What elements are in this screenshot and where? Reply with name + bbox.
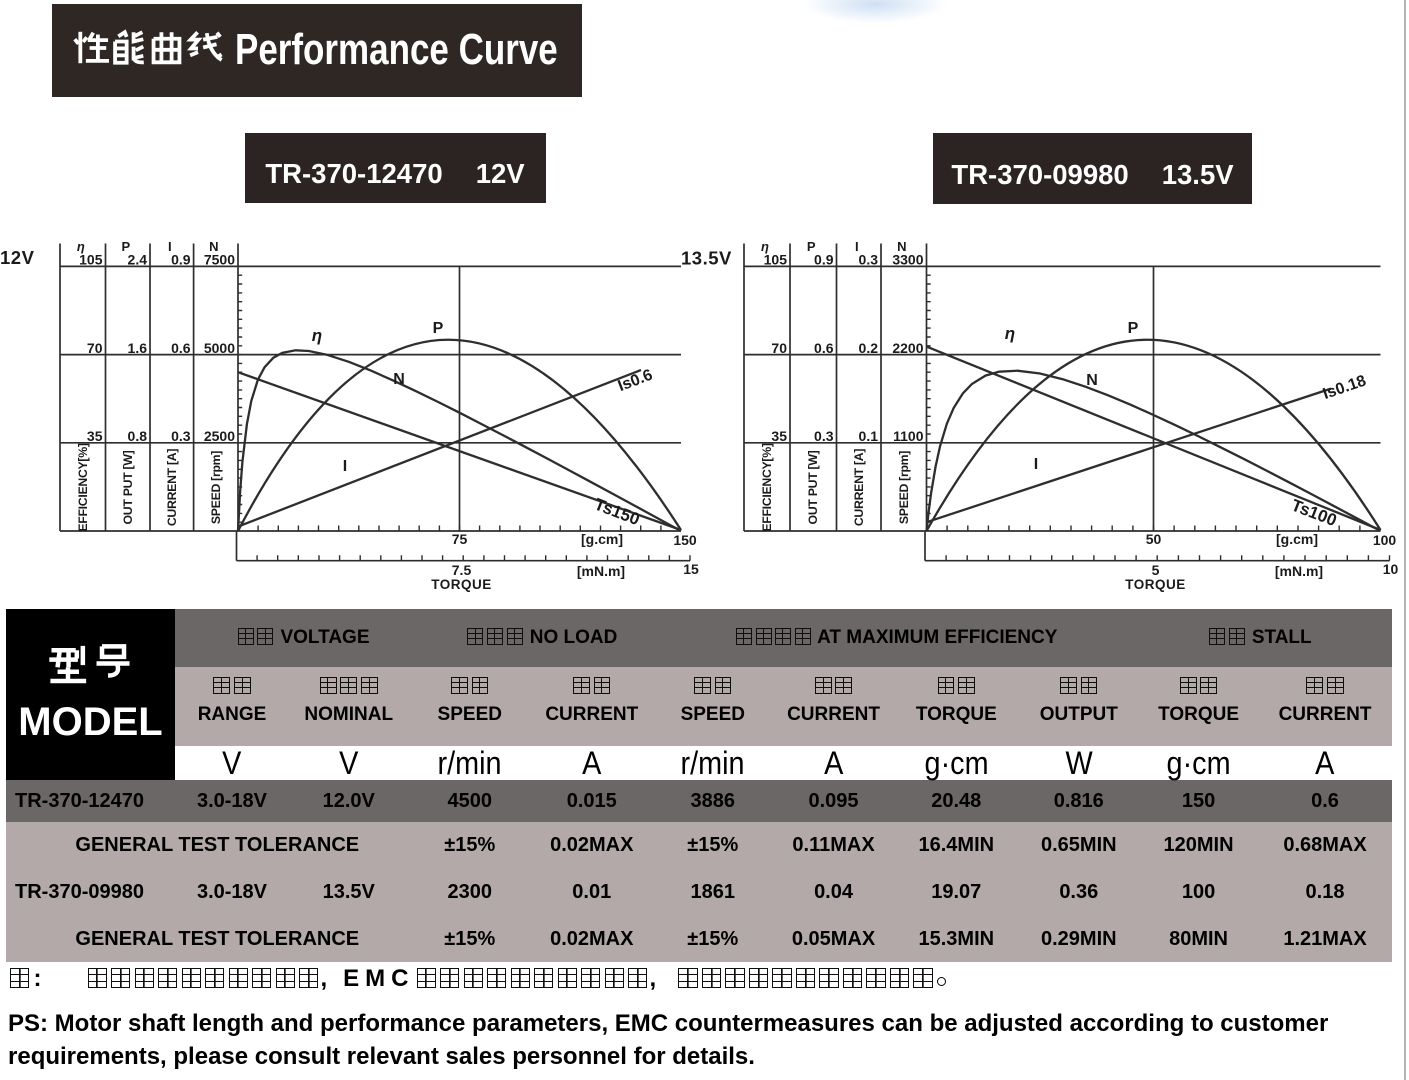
svg-text:P: P bbox=[807, 239, 816, 254]
svg-text:1100: 1100 bbox=[893, 428, 924, 444]
svg-text:0.9: 0.9 bbox=[171, 252, 191, 268]
svg-text:105: 105 bbox=[764, 252, 788, 268]
svg-text:SPEED [rpm]: SPEED [rpm] bbox=[209, 451, 223, 524]
svg-text:100: 100 bbox=[1373, 532, 1397, 548]
svg-text:I: I bbox=[855, 239, 859, 254]
svg-text:12V: 12V bbox=[0, 247, 35, 268]
svg-text:[g.cm]: [g.cm] bbox=[581, 531, 623, 547]
svg-text:35: 35 bbox=[771, 428, 787, 444]
svg-text:OUT PUT [W]: OUT PUT [W] bbox=[121, 450, 135, 524]
svg-text:I: I bbox=[1034, 456, 1038, 473]
svg-text:EFFICIENCY[%]: EFFICIENCY[%] bbox=[76, 443, 90, 532]
svg-text:150: 150 bbox=[673, 532, 697, 548]
svg-text:50: 50 bbox=[1146, 531, 1162, 547]
svg-text:TORQUE: TORQUE bbox=[431, 577, 492, 592]
svg-text:3300: 3300 bbox=[892, 252, 923, 268]
svg-text:Ts100: Ts100 bbox=[1289, 496, 1340, 531]
svg-text:15: 15 bbox=[683, 561, 699, 577]
svg-text:10: 10 bbox=[1383, 561, 1399, 577]
svg-text:[mN.m]: [mN.m] bbox=[577, 563, 625, 579]
svg-text:Is0.6: Is0.6 bbox=[616, 366, 655, 395]
svg-text:0.1: 0.1 bbox=[859, 428, 879, 444]
svg-text:CURRENT [A]: CURRENT [A] bbox=[852, 449, 866, 527]
svg-text:7.5: 7.5 bbox=[452, 562, 472, 578]
svg-text:105: 105 bbox=[79, 252, 103, 268]
svg-text:2200: 2200 bbox=[892, 340, 923, 356]
svg-text:OUT PUT [W]: OUT PUT [W] bbox=[806, 450, 820, 524]
svg-text:CURRENT [A]: CURRENT [A] bbox=[165, 449, 179, 527]
svg-text:75: 75 bbox=[452, 531, 468, 547]
svg-text:0.3: 0.3 bbox=[859, 252, 879, 268]
svg-text:[g.cm]: [g.cm] bbox=[1276, 531, 1318, 547]
svg-text:P: P bbox=[433, 320, 444, 337]
svg-text:0.3: 0.3 bbox=[171, 428, 191, 444]
svg-text:5000: 5000 bbox=[204, 340, 235, 356]
svg-text:0.6: 0.6 bbox=[814, 340, 834, 356]
svg-text:I: I bbox=[343, 458, 347, 475]
svg-text:0.2: 0.2 bbox=[859, 340, 879, 356]
svg-text:1.6: 1.6 bbox=[128, 340, 148, 356]
svg-text:N: N bbox=[393, 371, 405, 388]
svg-text:0.8: 0.8 bbox=[128, 428, 148, 444]
svg-text:0.6: 0.6 bbox=[171, 340, 191, 356]
svg-text:η: η bbox=[1005, 324, 1015, 343]
svg-text:13.5V: 13.5V bbox=[681, 248, 732, 269]
svg-text:TORQUE: TORQUE bbox=[1125, 577, 1186, 592]
svg-text:5: 5 bbox=[1152, 562, 1160, 578]
svg-text:2.4: 2.4 bbox=[128, 252, 148, 268]
svg-text:7500: 7500 bbox=[204, 252, 235, 268]
svg-text:SPEED [rpm]: SPEED [rpm] bbox=[897, 451, 911, 524]
svg-text:EFFICIENCY[%]: EFFICIENCY[%] bbox=[760, 443, 774, 532]
svg-text:2500: 2500 bbox=[204, 428, 235, 444]
svg-text:70: 70 bbox=[87, 340, 103, 356]
svg-text:P: P bbox=[1128, 320, 1139, 337]
svg-text:[mN.m]: [mN.m] bbox=[1275, 563, 1323, 579]
svg-text:N: N bbox=[1086, 372, 1098, 389]
svg-text:η: η bbox=[77, 239, 85, 254]
svg-text:η: η bbox=[312, 326, 322, 345]
svg-text:I: I bbox=[168, 239, 172, 254]
svg-text:Is0.18: Is0.18 bbox=[1321, 372, 1369, 403]
svg-text:0.3: 0.3 bbox=[814, 428, 834, 444]
svg-text:Ts150: Ts150 bbox=[592, 495, 643, 530]
svg-text:70: 70 bbox=[771, 340, 787, 356]
svg-text:N: N bbox=[209, 239, 218, 254]
svg-text:0.9: 0.9 bbox=[814, 252, 834, 268]
svg-text:P: P bbox=[121, 239, 130, 254]
svg-text:η: η bbox=[761, 239, 769, 254]
svg-text:N: N bbox=[897, 239, 906, 254]
svg-text:35: 35 bbox=[87, 428, 103, 444]
